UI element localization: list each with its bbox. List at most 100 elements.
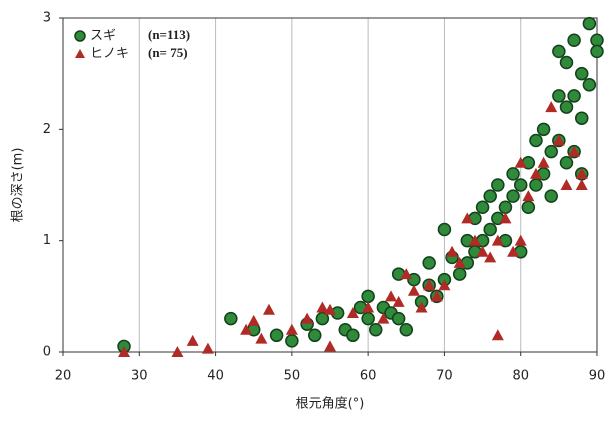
point — [361, 289, 375, 304]
point — [491, 178, 505, 192]
x-axis-label: 根元角度(°) — [296, 396, 365, 412]
point — [285, 323, 298, 335]
point — [491, 234, 504, 246]
point — [545, 101, 558, 113]
plot-frame — [62, 17, 598, 353]
x-tick-label: 80 — [512, 369, 529, 384]
point — [575, 179, 588, 190]
point — [247, 314, 260, 326]
point — [567, 33, 581, 48]
point — [582, 16, 597, 31]
point — [324, 340, 336, 352]
point — [446, 245, 459, 257]
point — [201, 342, 214, 354]
point — [514, 234, 527, 246]
point — [522, 190, 535, 202]
point — [362, 301, 375, 313]
point — [559, 100, 574, 114]
point — [285, 334, 299, 348]
point — [475, 200, 490, 215]
y-tick-label: 3 — [43, 11, 51, 26]
x-tick-label: 70 — [436, 369, 453, 384]
point — [392, 295, 405, 307]
point — [590, 33, 604, 48]
point — [521, 200, 536, 215]
point — [559, 55, 574, 70]
point — [240, 323, 253, 335]
point — [499, 212, 512, 224]
point — [301, 312, 314, 324]
point — [544, 189, 558, 203]
point — [559, 155, 574, 170]
point — [484, 251, 497, 263]
point — [567, 89, 581, 103]
legend-label: ヒノキ — [90, 47, 129, 62]
point — [544, 144, 558, 159]
point — [529, 133, 543, 148]
point — [377, 312, 390, 324]
point — [118, 346, 131, 357]
point — [506, 189, 520, 203]
point — [438, 279, 451, 291]
point — [498, 200, 513, 215]
legend-label: スギ — [90, 29, 116, 44]
x-tick-label: 20 — [55, 369, 72, 384]
point — [269, 328, 284, 343]
point — [171, 346, 184, 357]
point — [255, 332, 268, 344]
point — [552, 44, 566, 59]
x-tick-label: 90 — [589, 369, 606, 384]
x-tick-label: 50 — [284, 369, 301, 384]
point — [315, 311, 330, 326]
point — [186, 334, 199, 346]
point — [399, 322, 414, 337]
point — [316, 301, 329, 313]
point — [590, 44, 604, 59]
point — [536, 122, 551, 137]
point — [324, 303, 336, 315]
point — [468, 234, 481, 246]
point — [453, 256, 466, 268]
x-tick-label: 40 — [207, 369, 224, 384]
x-tick-label: 30 — [131, 369, 148, 384]
point — [582, 78, 597, 92]
point — [491, 329, 504, 341]
point — [575, 167, 588, 179]
point — [574, 111, 589, 125]
point — [452, 267, 467, 281]
legend-marker — [75, 49, 85, 58]
point — [514, 156, 527, 168]
point — [506, 167, 520, 181]
point — [483, 189, 497, 203]
point — [400, 268, 413, 280]
point — [574, 66, 589, 81]
point — [422, 256, 436, 270]
point — [461, 212, 474, 224]
point — [415, 301, 428, 313]
point — [224, 311, 238, 326]
point — [361, 311, 375, 326]
point — [346, 307, 359, 319]
point — [513, 178, 528, 192]
point — [529, 178, 543, 192]
point — [391, 311, 406, 326]
point — [346, 328, 360, 343]
y-tick-label: 2 — [43, 122, 51, 137]
point — [423, 279, 436, 291]
y-tick-label: 1 — [43, 233, 51, 248]
point — [537, 156, 550, 168]
point — [262, 303, 275, 315]
point — [407, 284, 420, 296]
point — [560, 179, 573, 190]
point — [430, 290, 443, 302]
x-tick-label: 60 — [360, 369, 377, 384]
point — [507, 245, 520, 257]
point — [529, 167, 542, 179]
point — [483, 222, 497, 237]
point — [552, 134, 565, 146]
point — [568, 145, 581, 157]
legend-count: (n=113) — [148, 27, 190, 42]
legend-marker — [74, 30, 86, 42]
point — [369, 322, 383, 337]
